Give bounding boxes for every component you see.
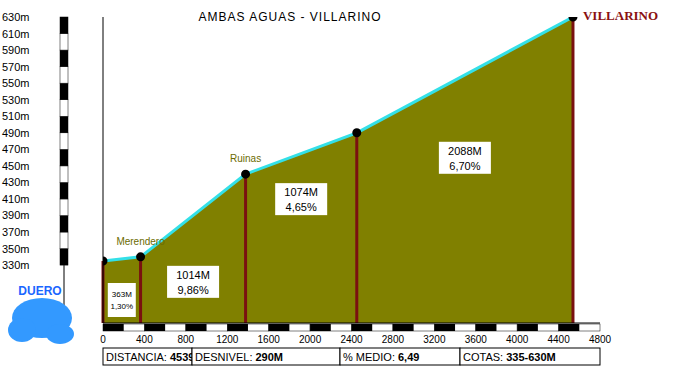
svg-text:4000: 4000 (506, 334, 529, 345)
svg-text:530m: 530m (8, 94, 30, 106)
svg-text:510m: 510m (8, 110, 30, 122)
svg-text:1074M: 1074M (284, 186, 318, 198)
svg-text:430m: 430m (8, 176, 30, 188)
svg-text:470m: 470m (8, 143, 30, 155)
svg-text:% MEDIO:6,49: % MEDIO:6,49 (343, 351, 419, 363)
svg-text:2088M: 2088M (448, 145, 482, 157)
svg-text:4400: 4400 (547, 334, 570, 345)
svg-text:2800: 2800 (382, 334, 405, 345)
svg-text:490m: 490m (8, 127, 30, 139)
svg-text:570m: 570m (8, 61, 30, 73)
svg-text:DESNIVEL:290M: DESNIVEL:290M (195, 351, 283, 363)
svg-text:4,65%: 4,65% (286, 201, 317, 213)
svg-text:9,86%: 9,86% (177, 284, 208, 296)
svg-text:Ruinas: Ruinas (230, 153, 261, 164)
svg-text:400: 400 (136, 334, 153, 345)
svg-text:VILLARINO: VILLARINO (583, 8, 658, 23)
svg-text:COTAS:335-630M: COTAS:335-630M (463, 351, 556, 363)
svg-text:450m: 450m (8, 160, 30, 172)
svg-text:4800: 4800 (589, 334, 612, 345)
svg-text:2000: 2000 (299, 334, 322, 345)
svg-text:1,30%: 1,30% (110, 302, 133, 311)
svg-text:590m: 590m (8, 44, 30, 56)
svg-text:1014M: 1014M (176, 269, 210, 281)
svg-text:550m: 550m (8, 77, 30, 89)
svg-text:363M: 363M (112, 290, 132, 299)
svg-text:1600: 1600 (258, 334, 281, 345)
svg-text:Merendero: Merendero (116, 236, 165, 247)
svg-text:3600: 3600 (465, 334, 488, 345)
svg-text:DUERO: DUERO (18, 284, 61, 298)
svg-text:630m: 630m (8, 11, 30, 23)
svg-text:610m: 610m (8, 28, 30, 40)
svg-text:1200: 1200 (216, 334, 239, 345)
svg-text:370m: 370m (8, 226, 30, 238)
svg-text:0: 0 (100, 334, 106, 345)
svg-text:DISTANCIA:4539M: DISTANCIA:4539M (106, 351, 204, 363)
svg-text:330m: 330m (8, 259, 30, 271)
svg-text:390m: 390m (8, 209, 30, 221)
svg-text:800: 800 (177, 334, 194, 345)
svg-text:AMBAS AGUAS - VILLARINO: AMBAS AGUAS - VILLARINO (198, 10, 381, 24)
svg-text:6,70%: 6,70% (449, 160, 480, 172)
svg-text:3200: 3200 (423, 334, 446, 345)
svg-text:350m: 350m (8, 243, 30, 255)
svg-text:410m: 410m (8, 193, 30, 205)
svg-text:2400: 2400 (340, 334, 363, 345)
